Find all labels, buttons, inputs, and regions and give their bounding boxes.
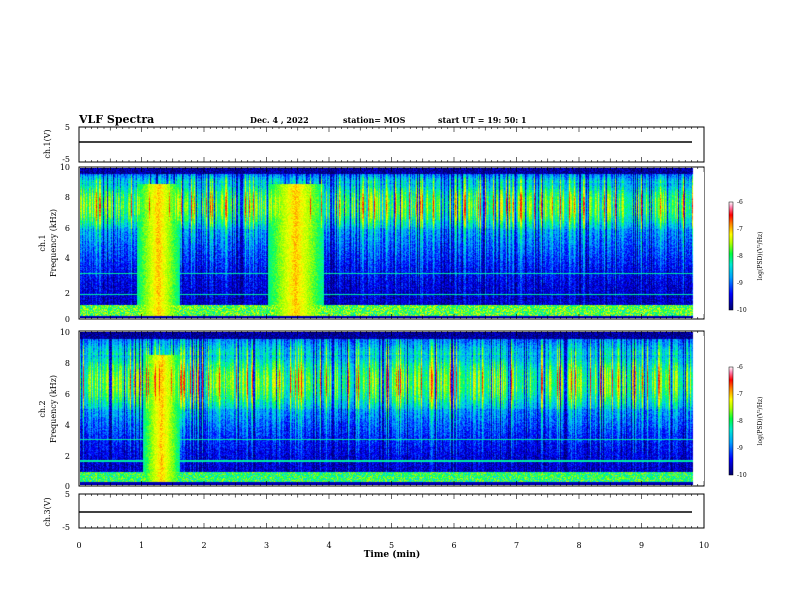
station-label: station= MOS — [343, 115, 406, 125]
ch2-frequency-ylabel: Frequency (kHz) — [49, 375, 58, 443]
ch2-colorbar-label: log(PSD)(V²/Hz) — [757, 397, 764, 446]
ch1-frequency-tick-labels: 0 2 4 6 8 10 — [60, 163, 70, 324]
ch2-ytick-6: 6 — [65, 390, 70, 399]
ch3-voltage-ylabel: ch.3(V) — [43, 497, 52, 526]
ch2-ytick-4: 4 — [65, 421, 70, 430]
ch2-cbar-tick-m10: -10 — [737, 472, 747, 479]
ch1-cbar-tick-m9: -9 — [737, 280, 743, 287]
ch2-spectrogram-heatmap — [80, 332, 704, 485]
ch1-ytick-6: 6 — [65, 224, 70, 233]
time-tick-label-8: 8 — [576, 541, 581, 550]
ch2-ytick-0: 0 — [65, 482, 70, 491]
ch1-ytick-2: 2 — [65, 289, 70, 298]
ch3-voltage-panel: 5 -5 ch.3(V) — [43, 490, 705, 532]
ch1-voltage-ytick-top: 5 — [65, 123, 70, 132]
ch1-ytick-10: 10 — [60, 163, 70, 172]
ch1-colorbar: -6 -7 -8 -9 -10 log(PSD)(V²/Hz) — [728, 199, 764, 314]
ch1-cbar-tick-m7: -7 — [737, 226, 743, 233]
ch1-colorbar-label: log(PSD)(V²/Hz) — [757, 232, 764, 281]
start-time-label: start UT = 19: 50: 1 — [438, 115, 527, 125]
ch1-spectrogram-panel: 0 2 4 6 8 10 ch.1 Frequency (kHz) — [38, 163, 705, 324]
ch1-ytick-0: 0 — [65, 315, 70, 324]
time-tick-label-0: 0 — [76, 541, 81, 550]
ch2-cbar-tick-m6: -6 — [737, 364, 743, 371]
figure-title: VLF Spectra — [78, 113, 154, 126]
ch1-time-ticks — [78, 127, 705, 162]
time-tick-label-10: 10 — [699, 541, 709, 550]
ch2-spectrogram-panel: 0 2 4 6 8 10 ch.2 Frequency (kHz) — [38, 328, 705, 491]
ch1-voltage-ytick-bottom: -5 — [62, 155, 70, 164]
ch1-frequency-ylabel: Frequency (kHz) — [49, 209, 58, 277]
time-axis-label: Time (min) — [364, 549, 421, 560]
ch3-voltage-ytick-top: 5 — [65, 490, 70, 499]
time-tick-label-1: 1 — [139, 541, 144, 550]
ch1-frequency-ticks — [78, 167, 705, 319]
ch1-voltage-ylabel: ch.1(V) — [43, 129, 52, 158]
time-axis-tick-labels: 0 1 2 3 4 5 6 7 8 9 10 — [76, 541, 709, 550]
ch2-frequency-tick-labels: 0 2 4 6 8 10 — [60, 328, 70, 491]
ch1-cbar-tick-m8: -8 — [737, 253, 743, 260]
time-tick-label-5: 5 — [389, 541, 394, 550]
time-tick-label-2: 2 — [201, 541, 206, 550]
ch2-colorbar: -6 -7 -8 -9 -10 log(PSD)(V²/Hz) — [728, 364, 764, 479]
ch2-cbar-tick-m7: -7 — [737, 391, 743, 398]
ch2-ytick-2: 2 — [65, 452, 70, 461]
time-tick-label-6: 6 — [451, 541, 456, 550]
time-tick-label-4: 4 — [326, 541, 331, 550]
date-label: Dec. 4 , 2022 — [250, 115, 309, 125]
ch2-ytick-10: 10 — [60, 328, 70, 337]
ch2-ytick-8: 8 — [65, 359, 70, 368]
time-tick-label-3: 3 — [264, 541, 269, 550]
ch1-channel-label: ch.1 — [38, 234, 47, 251]
ch1-cbar-tick-m10: -10 — [737, 307, 747, 314]
ch1-spectrogram-heatmap — [80, 168, 704, 318]
ch2-frequency-ticks — [78, 331, 705, 486]
ch1-cbar-tick-m6: -6 — [737, 199, 743, 206]
ch2-cbar-tick-m8: -8 — [737, 418, 743, 425]
ch1-ytick-8: 8 — [65, 193, 70, 202]
ch3-time-ticks — [78, 494, 705, 528]
time-tick-label-9: 9 — [639, 541, 644, 550]
ch3-voltage-ytick-bottom: -5 — [62, 523, 70, 532]
ch2-channel-label: ch.2 — [38, 400, 47, 417]
ch1-ytick-4: 4 — [65, 254, 70, 263]
ch2-cbar-tick-m9: -9 — [737, 445, 743, 452]
time-tick-label-7: 7 — [514, 541, 519, 550]
ch1-voltage-panel: 5 -5 ch.1(V) — [43, 123, 705, 164]
